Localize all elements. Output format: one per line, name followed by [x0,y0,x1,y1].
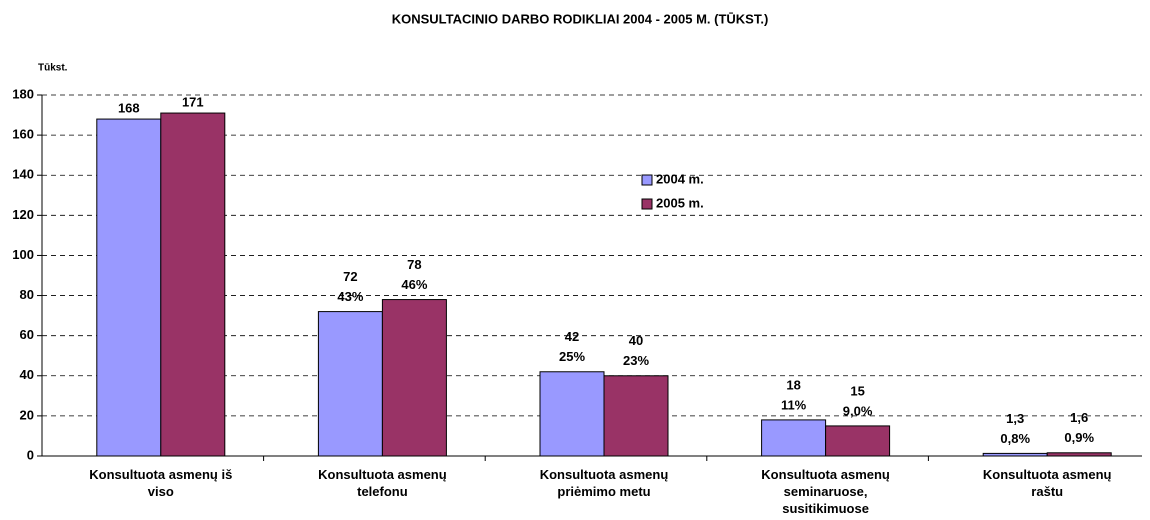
y-tick-label: 100 [12,247,34,262]
x-tick-label: Konsultuota asmenų seminaruose, susitikimu… [761,467,890,516]
share-label: 0,9% [1064,430,1094,445]
data-label: 78 [407,257,421,272]
x-tick-label: Konsultuota asmenų raštu [983,467,1112,499]
bar [317,311,383,457]
y-tick-label: 140 [12,167,34,182]
legend-swatch [641,198,653,210]
y-axis-label: Tūkst. [38,63,68,74]
y-tick-label: 40 [20,367,34,382]
share-label: 9,0% [843,403,873,418]
x-tick-label: Konsultuota asmenų telefonu [318,467,447,499]
data-label: 168 [118,101,140,116]
bar [603,375,669,457]
bar [761,419,827,457]
share-label: 11% [781,397,807,412]
y-tick-label: 160 [12,127,34,142]
bar [381,299,447,457]
data-label: 1,3 [1006,411,1024,426]
data-label: 18 [786,377,800,392]
share-label: 0,8% [1000,431,1030,446]
data-label: 1,6 [1070,410,1088,425]
x-tick-label: Konsultuota asmenų iš viso [89,467,232,499]
bar [1046,452,1112,457]
data-label: 15 [850,383,864,398]
legend-label: 2004 m. [656,171,704,186]
bar [160,112,226,457]
bar [96,118,162,457]
y-tick-label: 120 [12,207,34,222]
bar [825,425,891,457]
legend-label: 2005 m. [656,195,704,210]
share-label: 46% [401,277,427,292]
y-tick-label: 0 [27,447,34,462]
bar [539,371,605,457]
data-label: 72 [343,269,357,284]
y-tick-label: 20 [20,407,34,422]
y-tick-label: 80 [20,287,34,302]
data-label: 171 [182,94,204,109]
x-tick-label: Konsultuota asmenų priėmimo metu [540,467,669,499]
share-label: 25% [559,349,585,364]
data-label: 40 [629,333,643,348]
data-label: 42 [565,329,579,344]
y-tick-label: 60 [20,327,34,342]
share-label: 43% [337,289,363,304]
share-label: 23% [623,353,649,368]
chart-title: KONSULTACINIO DARBO RODIKLIAI 2004 - 200… [392,11,769,26]
legend-swatch [641,174,653,186]
bar [982,452,1048,457]
y-tick-label: 180 [12,86,34,101]
